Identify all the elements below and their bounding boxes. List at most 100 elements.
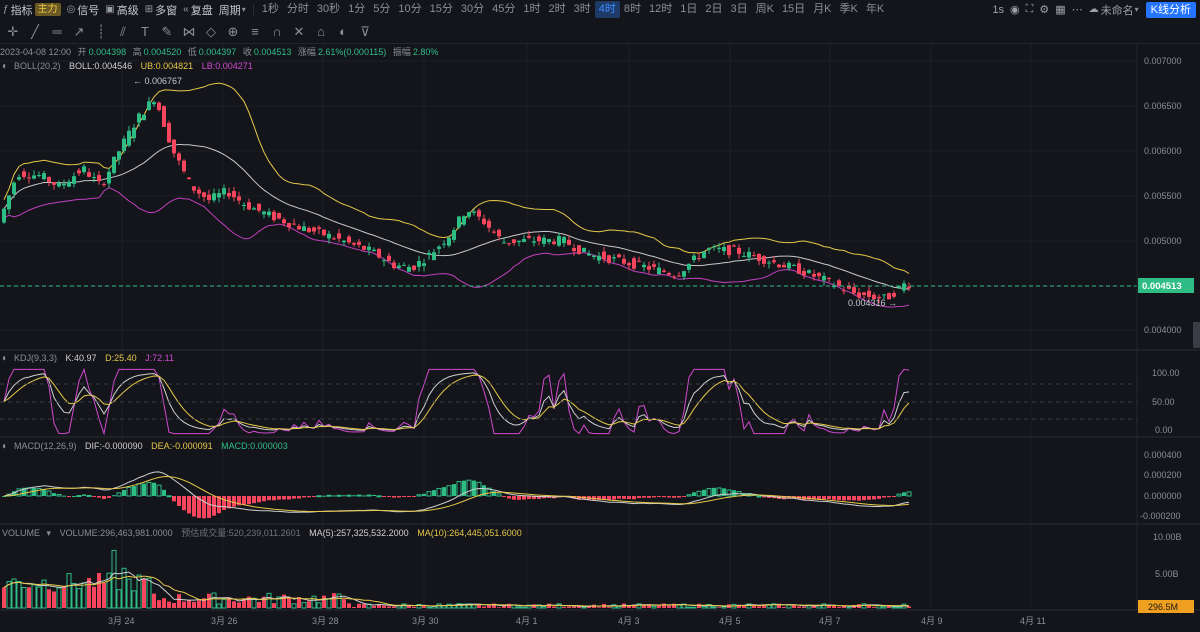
candle-body (252, 208, 256, 210)
macd-eye-icon[interactable]: ◐ (2, 441, 8, 452)
candle-body (852, 287, 856, 294)
measure-icon[interactable]: ◇ (206, 24, 216, 39)
period-option[interactable]: 周K (755, 3, 774, 15)
macd-bar (522, 496, 526, 500)
period-option[interactable]: 1时 (523, 3, 541, 15)
candle-body (722, 246, 726, 252)
replay-button[interactable]: « 复盘 (180, 1, 216, 18)
candle-body (442, 243, 446, 245)
candle-body (182, 160, 186, 172)
time-axis-label: 3月 28 (312, 616, 339, 626)
volume-bar (182, 601, 186, 608)
period-option[interactable]: 3日 (730, 3, 748, 15)
cloud-icon: ☁ (1088, 4, 1099, 15)
camera-icon[interactable]: ◉ (1010, 4, 1020, 16)
volume-bar (771, 603, 777, 609)
candle-body (882, 294, 886, 296)
interval-display[interactable]: 1s (992, 3, 1005, 16)
price-axis-scroll-handle[interactable] (1193, 322, 1200, 348)
volume-bar (76, 588, 82, 609)
period-option[interactable]: 8时 (623, 3, 641, 15)
candle-body (387, 255, 391, 261)
fullscreen-icon[interactable]: ⛶ (1025, 3, 1034, 15)
macd-bar (686, 494, 692, 497)
zoom-icon[interactable]: ⊕ (227, 24, 239, 39)
layout-selector[interactable]: ☁ 未命名 ▾ (1086, 1, 1142, 18)
volume-bar (136, 574, 142, 609)
filter-icon[interactable]: ⊽ (360, 24, 370, 39)
macd-bar (502, 496, 506, 497)
briefcase-icon: ▣ (105, 4, 115, 15)
candle-body (577, 245, 581, 254)
settings-icon[interactable]: ⚙ (1039, 4, 1050, 16)
magnet-icon[interactable]: ∩ (272, 24, 282, 39)
period-dropdown[interactable]: 周期 ▾ (216, 1, 249, 18)
macd-bar (767, 496, 771, 498)
layout-icon[interactable]: ▦ (1055, 4, 1066, 16)
kdj-eye-icon[interactable]: ◐ (2, 353, 8, 364)
period-option[interactable]: 45分 (492, 3, 516, 15)
candle-body (437, 246, 441, 249)
period-option[interactable]: 季K (839, 3, 858, 15)
volume-bar (297, 597, 301, 608)
period-option[interactable]: 3时 (573, 3, 591, 15)
horizontal-line-icon[interactable]: ═ (52, 24, 62, 39)
volume-bar (581, 606, 587, 609)
parallel-channel-icon[interactable]: ⫽ (120, 24, 126, 39)
more-icon[interactable]: ⋯ (1071, 4, 1083, 16)
period-option[interactable]: 4时 (594, 1, 620, 18)
period-option[interactable]: 2时 (548, 3, 566, 15)
volume-bar (567, 606, 571, 608)
volume-bar (562, 607, 566, 608)
trend-line-icon[interactable]: ╱ (31, 24, 39, 39)
signal-button[interactable]: ◎ 信号 (64, 1, 103, 18)
ruler-icon[interactable]: ≡ (251, 24, 259, 39)
candle-body (562, 237, 566, 244)
period-option[interactable]: 1秒 (261, 3, 279, 15)
boll-eye-icon[interactable]: ◐ (2, 61, 8, 72)
delete-icon[interactable]: ✕ (293, 24, 305, 39)
macd-bar (362, 495, 366, 497)
fibonacci-icon[interactable]: ⋈ (182, 24, 196, 39)
lock-icon[interactable]: ⌂ (317, 24, 325, 39)
period-option[interactable]: 15日 (781, 3, 806, 15)
indicators-button[interactable]: ƒ 指标 主力 (0, 1, 64, 18)
vertical-line-icon[interactable]: ┊ (97, 24, 105, 39)
volume-bar (686, 606, 692, 609)
period-option[interactable]: 12时 (648, 3, 673, 15)
ray-icon[interactable]: ↗ (73, 24, 85, 39)
period-option[interactable]: 15分 (429, 3, 453, 15)
period-option[interactable]: 1日 (680, 3, 698, 15)
text-tool-icon[interactable]: T (141, 24, 149, 39)
candle-body (787, 262, 791, 269)
period-option[interactable]: 分时 (286, 3, 309, 15)
period-option[interactable]: 2日 (705, 3, 723, 15)
kline-analysis-button[interactable]: K线分析 (1145, 1, 1196, 18)
brush-icon[interactable]: ✎ (161, 24, 173, 39)
volume-bar (541, 606, 547, 609)
period-option[interactable]: 1分 (348, 3, 366, 15)
cursor-icon[interactable]: ✛ (7, 24, 19, 39)
period-option[interactable]: 10分 (398, 3, 422, 15)
period-option[interactable]: 30分 (460, 3, 485, 15)
candle-body (112, 156, 116, 173)
macd-bar (692, 492, 696, 496)
macd-bar (827, 496, 831, 500)
macd-bar (822, 496, 826, 500)
period-option[interactable]: 月K (813, 3, 832, 15)
macd-bar (807, 496, 811, 500)
period-option[interactable]: 30秒 (316, 3, 341, 15)
advanced-button[interactable]: ▣ 高级 (102, 1, 141, 18)
multi-window-button[interactable]: ⊞ 多窗 (142, 1, 180, 18)
macd-bar (247, 496, 251, 505)
volume-bar (647, 604, 651, 608)
macd-bar (156, 484, 162, 497)
period-option[interactable]: 5分 (373, 3, 391, 15)
volume-bar (387, 606, 391, 608)
period-option[interactable]: 年K (865, 3, 885, 15)
eye-icon[interactable]: ◐ (339, 24, 347, 39)
macd-bar (872, 496, 876, 500)
boll-legend: BOLL(20,2) BOLL:0.004546 UB:0.004821 LB:… (14, 61, 253, 71)
boll-middle-band (3, 143, 910, 290)
